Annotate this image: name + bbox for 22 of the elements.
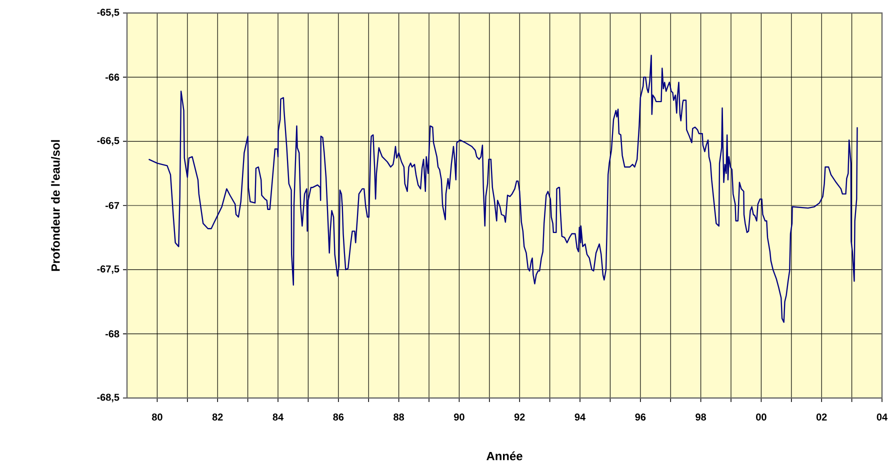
y-tick-label: -67 <box>105 202 120 210</box>
y-tick-label: -66,5 <box>97 137 120 146</box>
y-tick-label: -68,5 <box>97 394 120 402</box>
x-tick-label: 02 <box>816 414 827 421</box>
x-tick-label: 86 <box>333 414 344 421</box>
x-tick-label: 80 <box>152 414 162 421</box>
y-axis-title: Profondeur de l'eau/sol <box>51 140 60 271</box>
x-tick-label: 92 <box>514 414 525 421</box>
x-tick-label: 96 <box>635 414 646 421</box>
x-tick-label: 00 <box>756 414 766 421</box>
x-tick-label: 04 <box>876 414 888 421</box>
x-tick-label: 82 <box>212 414 223 421</box>
y-tick-label: -68 <box>105 330 120 338</box>
x-tick-label: 90 <box>454 414 464 421</box>
x-tick-label: 88 <box>394 414 404 421</box>
y-tick-label: -65,5 <box>97 8 120 18</box>
y-tick-label: -67,5 <box>97 265 120 274</box>
y-tick-label: -66 <box>105 74 120 81</box>
x-axis-title: Année <box>486 451 522 460</box>
x-tick-label: 84 <box>272 414 284 421</box>
x-tick-label: 94 <box>574 414 586 421</box>
x-tick-label: 98 <box>696 414 706 421</box>
